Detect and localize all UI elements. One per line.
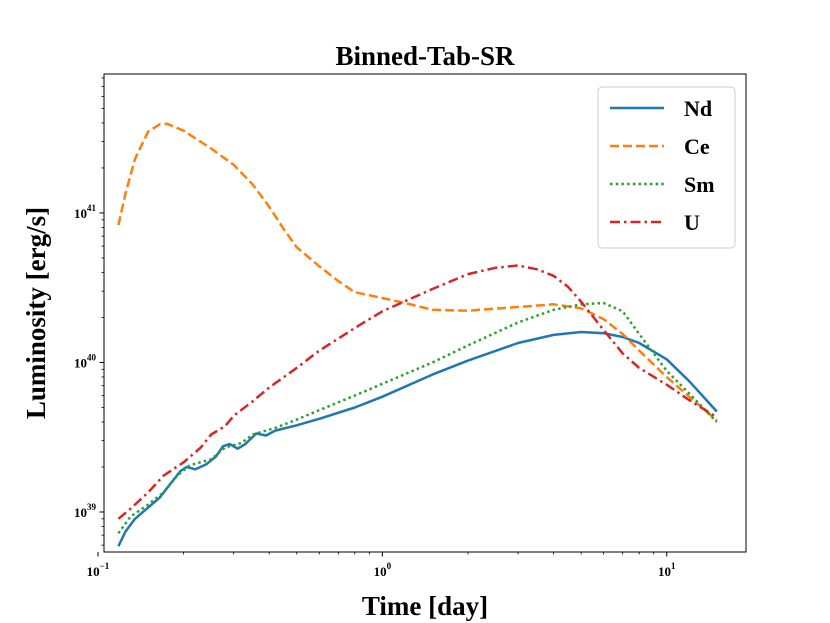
legend-label-nd: Nd <box>684 96 712 121</box>
series-line-ce <box>117 122 718 422</box>
series-line-sm <box>117 301 718 535</box>
series-line-u <box>117 264 718 520</box>
chart-title: Binned-Tab-SR <box>335 41 515 71</box>
y-axis-ticks: 1039 1040 1041 <box>74 203 104 520</box>
series-line-nd <box>117 330 718 547</box>
x-tick-label: 101 <box>658 561 676 579</box>
x-axis-label: Time [day] <box>362 591 488 621</box>
series-layer <box>117 122 718 547</box>
x-tick-label: 100 <box>374 561 392 579</box>
y-tick-label: 1040 <box>74 352 97 370</box>
y-tick-label: 1039 <box>74 502 97 520</box>
legend-label-ce: Ce <box>684 134 710 159</box>
legend-label-u: U <box>684 210 700 235</box>
minor-ticks <box>101 77 655 555</box>
y-tick-label: 1041 <box>74 203 97 221</box>
plot-frame <box>103 73 747 553</box>
legend: Nd Ce Sm U <box>597 86 736 249</box>
legend-label-sm: Sm <box>684 172 715 197</box>
x-axis-ticks: 10−1 100 101 <box>87 552 676 579</box>
y-axis-label: Luminosity [erg/s] <box>21 207 51 419</box>
x-tick-label: 10−1 <box>87 561 110 579</box>
legend-box <box>597 86 736 249</box>
